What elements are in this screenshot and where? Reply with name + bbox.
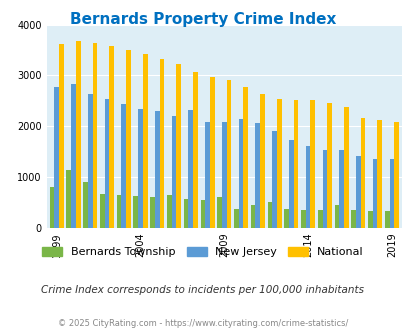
Bar [83,182,88,228]
Bar [284,210,288,228]
Bar [222,122,226,228]
Text: Bernards Property Crime Index: Bernards Property Crime Index [70,12,335,26]
Bar [350,210,355,228]
Bar [209,77,214,228]
Bar [288,140,293,228]
Bar [393,122,398,228]
Bar [238,118,243,228]
Bar [243,87,247,228]
Bar [388,159,393,228]
Bar [159,59,164,228]
Bar [59,44,64,228]
Bar [310,100,314,228]
Bar [166,195,171,228]
Bar [117,195,121,228]
Bar [183,199,188,228]
Bar [100,194,104,228]
Bar [317,211,322,228]
Bar [200,200,205,228]
Bar [109,46,114,228]
Bar [49,187,54,228]
Bar [150,197,155,228]
Bar [233,209,238,228]
Bar [301,210,305,228]
Bar [171,115,176,228]
Bar [54,87,59,228]
Bar [255,123,260,228]
Bar [267,202,272,228]
Bar [250,205,255,228]
Bar [384,212,388,228]
Bar [326,103,331,228]
Bar [76,41,80,228]
Bar [360,117,364,228]
Bar [343,107,348,228]
Bar [138,110,143,228]
Bar [66,170,71,228]
Legend: Bernards Township, New Jersey, National: Bernards Township, New Jersey, National [38,243,367,262]
Bar [305,146,310,228]
Bar [121,104,126,228]
Bar [92,43,97,228]
Bar [133,196,138,228]
Text: Crime Index corresponds to incidents per 100,000 inhabitants: Crime Index corresponds to incidents per… [41,285,364,295]
Bar [339,149,343,228]
Bar [217,197,222,228]
Bar [276,99,281,228]
Bar [355,156,360,228]
Bar [126,50,130,228]
Bar [155,111,159,228]
Bar [104,99,109,228]
Bar [272,131,276,228]
Bar [367,211,372,228]
Bar [260,94,264,228]
Bar [71,83,76,228]
Bar [188,111,193,228]
Bar [334,205,339,228]
Bar [143,54,147,228]
Bar [293,100,298,228]
Bar [226,80,231,228]
Bar [193,73,197,228]
Bar [372,159,377,228]
Bar [176,64,181,228]
Text: © 2025 CityRating.com - https://www.cityrating.com/crime-statistics/: © 2025 CityRating.com - https://www.city… [58,319,347,328]
Bar [322,149,326,228]
Bar [88,94,92,228]
Bar [205,122,209,228]
Bar [377,120,381,228]
